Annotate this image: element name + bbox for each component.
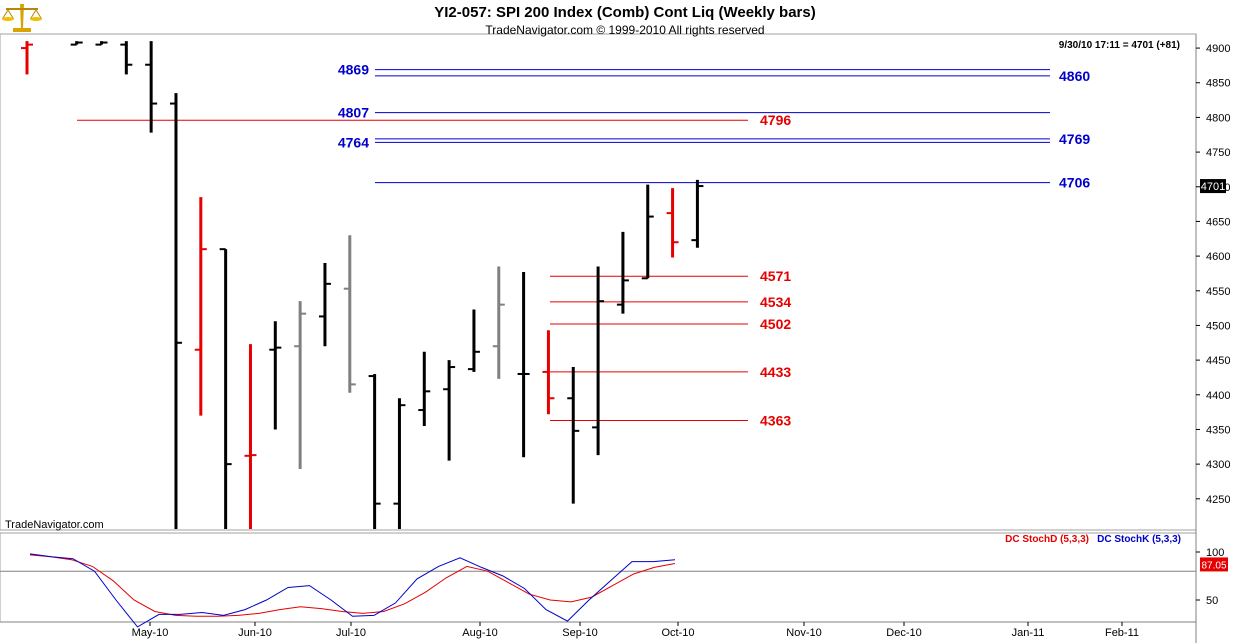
x-tick-label: Sep-10: [562, 627, 597, 639]
level-label: 4869: [338, 62, 369, 78]
x-tick-label: May-10: [132, 627, 169, 639]
level-label: 4796: [760, 112, 791, 128]
stoch-panel-frame: [0, 532, 1197, 623]
price-y-tick-label: 4650: [1206, 216, 1230, 228]
x-tick-label: Dec-10: [886, 627, 921, 639]
price-y-tick-label: 4750: [1206, 147, 1230, 159]
level-label: 4764: [338, 134, 369, 150]
watermark-label: TradeNavigator.com: [5, 519, 104, 531]
scales-logo-icon: [2, 4, 42, 32]
x-tick-label: Jul-10: [336, 627, 366, 639]
stoch-k-legend: DC StochK (5,3,3): [1097, 534, 1181, 545]
stoch-last-value-box: [1200, 557, 1228, 572]
stoch-last-value-label: 87.05: [1201, 560, 1226, 571]
price-y-tick-label: 4400: [1206, 390, 1230, 402]
x-tick-label: Aug-10: [462, 627, 497, 639]
x-tick-label: Feb-11: [1105, 627, 1139, 639]
last-price-box: [1200, 179, 1226, 194]
price-info-label: 9/30/10 17:11 = 4701 (+81): [1059, 40, 1180, 51]
level-label: 4433: [760, 364, 791, 380]
x-tick-label: Oct-10: [661, 627, 694, 639]
level-label: 4860: [1059, 68, 1090, 84]
price-y-tick-label: 4600: [1206, 251, 1230, 263]
x-tick-label: Jun-10: [238, 627, 272, 639]
chart-title: YI2-057: SPI 200 Index (Comb) Cont Liq (…: [434, 4, 816, 21]
level-label: 4571: [760, 268, 791, 284]
price-y-tick-label: 4900: [1206, 43, 1230, 55]
x-tick-label: Jan-11: [1012, 627, 1045, 639]
price-y-tick-label: 4550: [1206, 286, 1230, 298]
price-y-tick-label: 4800: [1206, 112, 1230, 124]
price-y-tick-label: 4850: [1206, 78, 1230, 90]
copyright-subtitle: TradeNavigator.com © 1999-2010 All right…: [485, 23, 765, 37]
level-label: 4502: [760, 316, 791, 332]
level-label: 4706: [1059, 175, 1090, 191]
level-label: 4363: [760, 412, 791, 428]
price-y-tick-label: 4450: [1206, 355, 1230, 367]
x-tick-label: Nov-10: [786, 627, 821, 639]
stoch-y-tick-label: 50: [1206, 595, 1218, 607]
price-y-tick-label: 4500: [1206, 320, 1230, 332]
last-price-label: 4701: [1201, 181, 1225, 193]
level-label: 4534: [760, 294, 791, 310]
price-y-tick-label: 4350: [1206, 424, 1230, 436]
stoch-y-tick-label: 100: [1206, 547, 1224, 559]
level-label: 4807: [338, 105, 369, 121]
price-y-tick-label: 4300: [1206, 459, 1230, 471]
stoch-d-line: [29, 554, 676, 617]
price-y-tick-label: 4250: [1206, 494, 1230, 506]
stoch-k-line: [29, 553, 676, 628]
level-label: 4769: [1059, 131, 1090, 147]
stoch-d-legend: DC StochD (5,3,3): [1005, 534, 1089, 545]
